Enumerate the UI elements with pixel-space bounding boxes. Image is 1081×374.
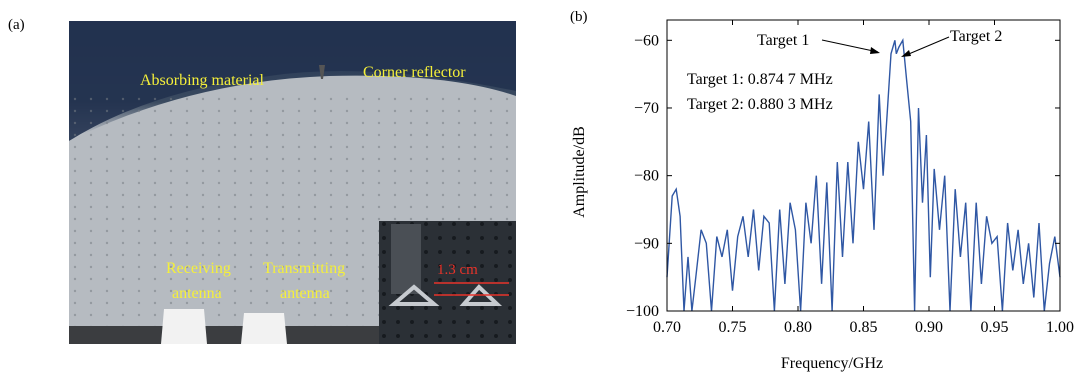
- x-tick-label: 0.90: [915, 319, 943, 336]
- corner-reflector-label: Corner reflector: [363, 64, 466, 81]
- target2-annotation: Target 2: [950, 28, 1002, 45]
- setup-photo-drawing: [69, 21, 516, 344]
- axis-tick-labels: 0.70 0.75 0.80 0.85 0.90 0.95 1.00 −60 −70 −80 −90…: [626, 32, 1074, 336]
- plot-frame: [666, 19, 1061, 312]
- target1-arrow: [821, 39, 879, 53]
- setup-photo: Absorbing material Corner reflector Rece…: [69, 21, 516, 344]
- x-tick-label: 0.70: [653, 319, 681, 336]
- x-tick-label: 1.00: [1046, 319, 1074, 336]
- panel-label-b: (b): [570, 9, 588, 25]
- plot-area: [666, 19, 1061, 312]
- target2-info: Target 2: 0.880 3 MHz: [687, 96, 833, 113]
- target2-arrowhead: [901, 50, 911, 57]
- x-tick-label: 0.80: [784, 319, 812, 336]
- target1-info: Target 1: 0.874 7 MHz: [687, 71, 833, 88]
- panel-label-a: (a): [8, 17, 25, 33]
- y-tick-label: −70: [634, 100, 659, 117]
- y-tick-label: −80: [634, 168, 659, 185]
- absorbing-material-label: Absorbing material: [140, 72, 264, 89]
- y-tick-label: −90: [634, 235, 659, 252]
- target2-arrow: [903, 36, 950, 57]
- transmitting-antenna-label-line1: Transmitting: [263, 260, 346, 277]
- target1-annotation: Target 1: [757, 32, 809, 49]
- annotations: Target 1 Target 2 Target 1: 0.874 7 MHz …: [687, 28, 1002, 113]
- transmitting-antenna-label-line2: antenna: [280, 285, 330, 302]
- x-axis-label: Frequency/GHz: [781, 355, 883, 372]
- x-tick-label: 0.95: [981, 319, 1009, 336]
- x-tick-label: 0.75: [719, 319, 747, 336]
- y-tick-label: −60: [634, 32, 659, 49]
- scale-bar-label: 1.3 cm: [437, 262, 478, 278]
- spectrum-chart: 0.70 0.75 0.80 0.85 0.90 0.95 1.00 −60 −70 −80 −90…: [571, 19, 1074, 372]
- receiving-antenna-label-line1: Receiving: [166, 260, 231, 277]
- y-axis-label: Amplitude/dB: [571, 126, 588, 218]
- x-tick-label: 0.85: [850, 319, 878, 336]
- axis-ticks: [666, 20, 1061, 312]
- receiving-antenna-label-line2: antenna: [172, 285, 222, 302]
- y-tick-label: −100: [626, 303, 659, 320]
- target1-arrowhead: [870, 47, 880, 54]
- spectrum-series-line: [666, 38, 1061, 312]
